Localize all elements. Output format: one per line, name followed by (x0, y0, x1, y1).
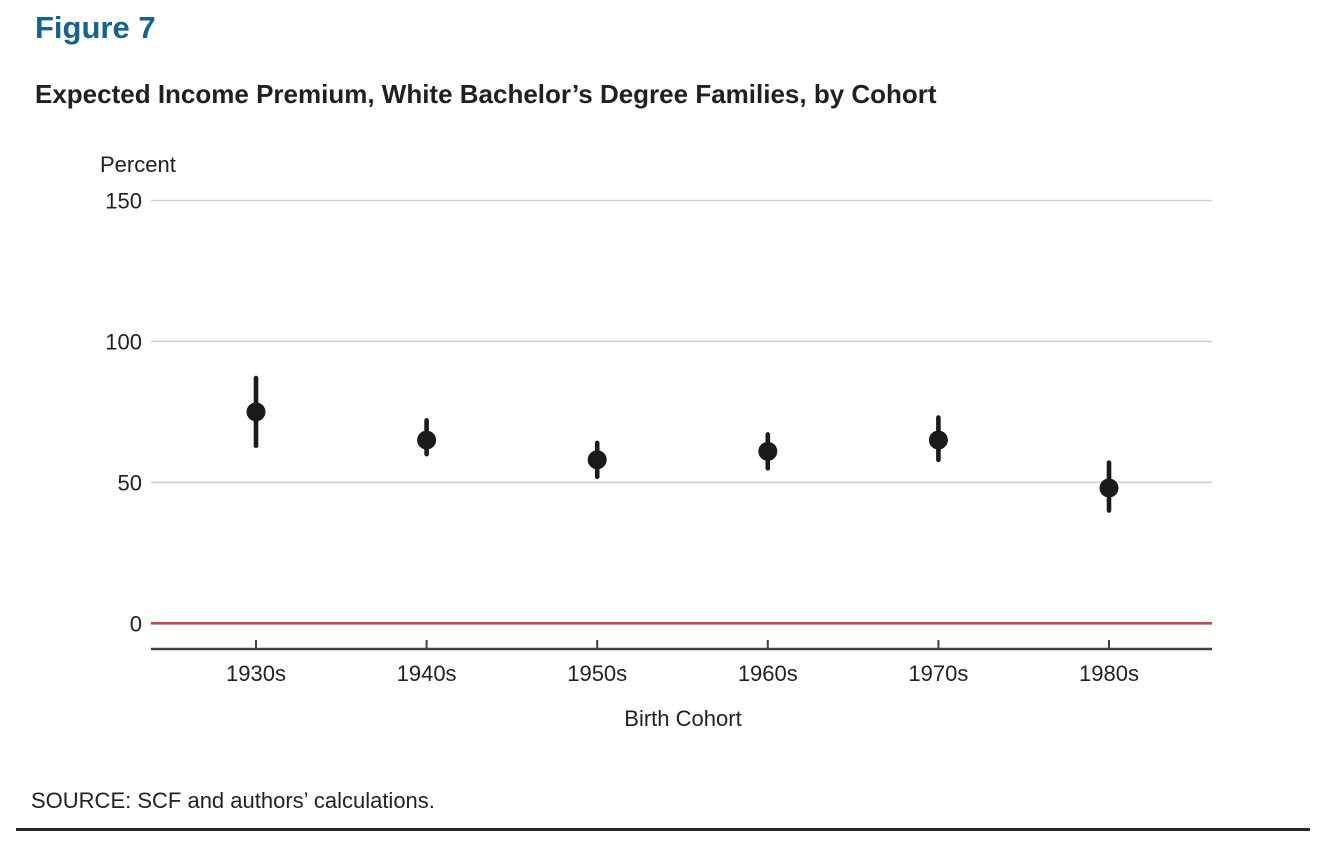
figure-title: Expected Income Premium, White Bachelor’… (35, 79, 937, 109)
x-tick-label-1980s: 1980s (1079, 661, 1139, 686)
data-point-1950s (587, 450, 607, 470)
data-point-1930s (246, 402, 266, 422)
data-point-1980s (1099, 478, 1119, 498)
x-tick-label-1970s: 1970s (908, 661, 968, 686)
x-tick-label-1930s: 1930s (226, 661, 286, 686)
y-tick-label-50: 50 (118, 470, 142, 495)
bottom-rule-divider (16, 828, 1310, 831)
data-point-1960s (758, 441, 778, 461)
data-point-1970s (928, 430, 948, 450)
x-axis-title: Birth Cohort (624, 706, 741, 731)
x-tick-label-1940s: 1940s (397, 661, 457, 686)
x-tick-label-1950s: 1950s (567, 661, 627, 686)
figure-number-label: Figure 7 (35, 10, 156, 45)
y-axis-unit-label: Percent (100, 152, 176, 177)
data-point-1940s (417, 430, 437, 450)
y-tick-label-100: 100 (105, 329, 142, 354)
source-note: SOURCE: SCF and authors’ calculations. (31, 788, 435, 813)
y-tick-label-150: 150 (105, 188, 142, 213)
y-tick-label-0: 0 (130, 611, 142, 636)
x-tick-label-1960s: 1960s (738, 661, 798, 686)
